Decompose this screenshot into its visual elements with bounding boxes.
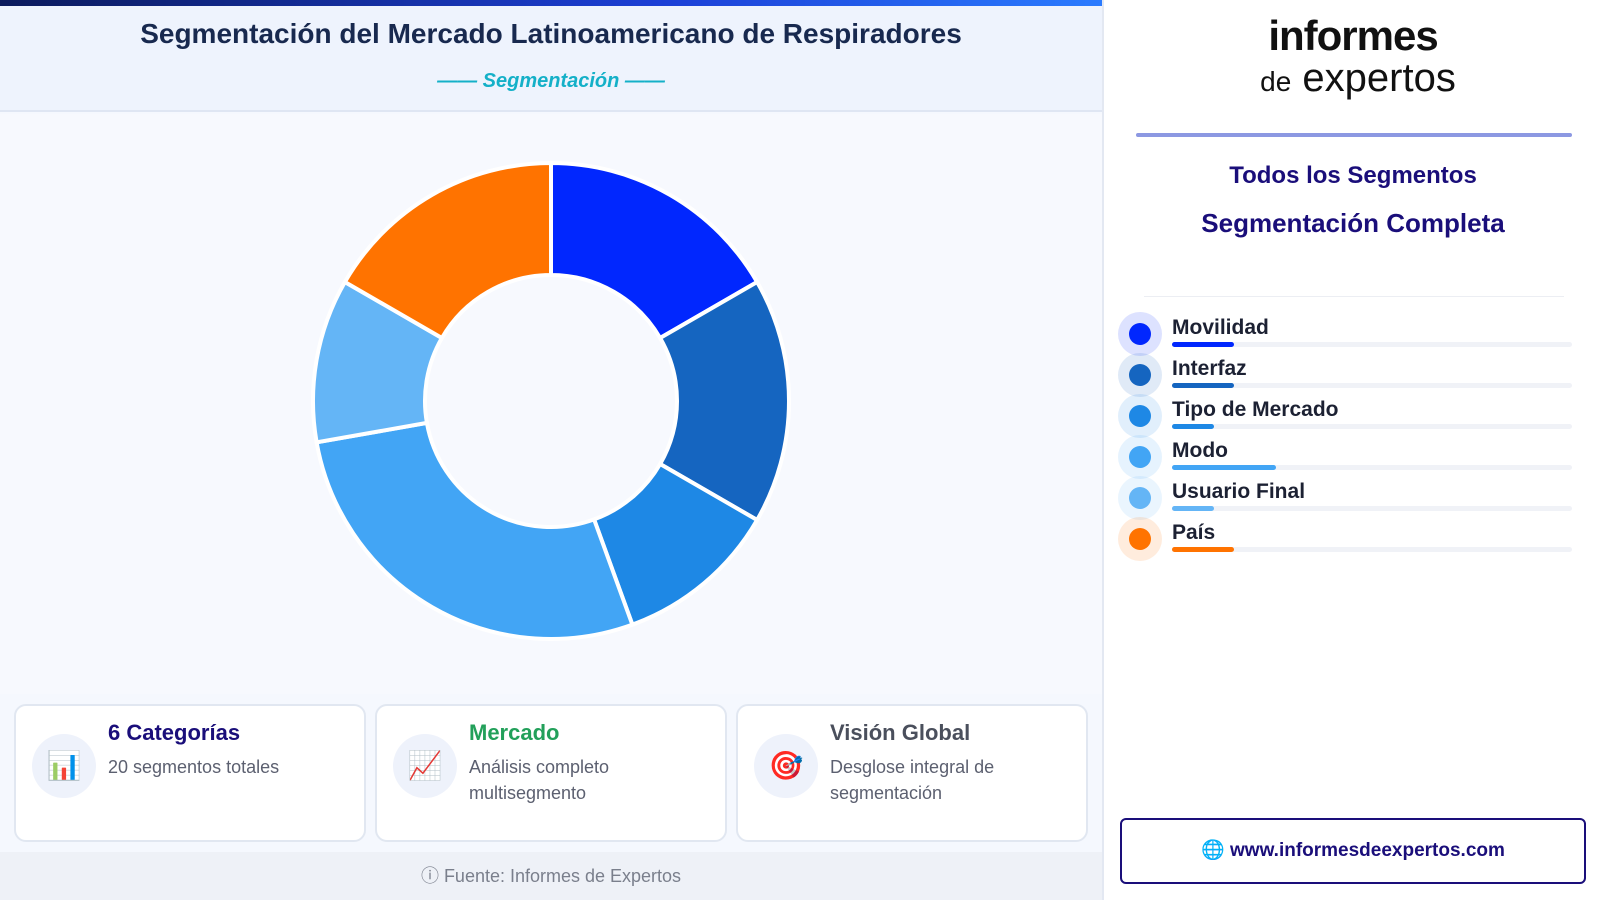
- donut-slice-movilidad[interactable]: [549, 160, 760, 341]
- card-market: 📈 Mercado Análisis completo multisegment…: [375, 704, 727, 842]
- donut-chart: [311, 160, 791, 641]
- page-title: Segmentación del Mercado Latinoamericano…: [140, 18, 962, 49]
- main-panel: Segmentación del Mercado Latinoamericano…: [0, 0, 1102, 900]
- divider: [1136, 133, 1572, 137]
- legend-item[interactable]: Modo: [1118, 435, 1588, 479]
- card-title: 6 Categorías: [108, 720, 241, 745]
- page-subtitle: —— Segmentación ——: [437, 70, 665, 92]
- legend-marker: [1118, 435, 1162, 479]
- card-text: 20 segmentos totales: [108, 757, 280, 777]
- legend-item[interactable]: Movilidad: [1118, 312, 1588, 356]
- legend-label: Interfaz: [1172, 357, 1247, 380]
- website-link[interactable]: 🌐 www.informesdeexpertos.com: [1120, 818, 1586, 884]
- legend-bar-track: [1172, 547, 1572, 552]
- bar-chart-icon: 📊: [32, 734, 96, 798]
- header: Segmentación del Mercado Latinoamericano…: [0, 6, 1102, 112]
- card-title: Visión Global: [830, 720, 971, 745]
- legend-bar-track: [1172, 424, 1572, 429]
- legend-bar-track: [1172, 465, 1572, 470]
- logo-de: de: [1260, 66, 1292, 97]
- line-chart-icon: 📈: [393, 734, 457, 798]
- legend-marker: [1118, 353, 1162, 397]
- source-footer: ⓘ Fuente: Informes de Expertos: [0, 852, 1102, 900]
- legend-label: Modo: [1172, 439, 1228, 462]
- summary-cards: 📊 6 Categorías 20 segmentos totales 📈 Me…: [14, 704, 1090, 844]
- legend-bar-track: [1172, 506, 1572, 511]
- card-title: Mercado: [469, 720, 560, 745]
- legend-bar-track: [1172, 383, 1572, 388]
- legend-item[interactable]: Tipo de Mercado: [1118, 394, 1588, 438]
- legend-bar-fill: [1172, 506, 1214, 511]
- legend-bar-track: [1172, 342, 1572, 347]
- card-global-vision: 🎯 Visión Global Desglose integral de seg…: [736, 704, 1088, 842]
- top-accent-bar: [0, 0, 1102, 6]
- legend-bar-fill: [1172, 465, 1276, 470]
- legend-label: Usuario Final: [1172, 480, 1306, 503]
- legend-dot: [1129, 364, 1151, 386]
- legend-dot: [1129, 405, 1151, 427]
- sidebar-subheading: Segmentación Completa: [1201, 208, 1505, 238]
- divider-thin: [1144, 296, 1564, 297]
- card-categories: 📊 6 Categorías 20 segmentos totales: [14, 704, 366, 842]
- legend-marker: [1118, 394, 1162, 438]
- legend-bar-fill: [1172, 424, 1214, 429]
- legend-label: Movilidad: [1172, 316, 1269, 339]
- legend-dot: [1129, 528, 1151, 550]
- brand-logo: informes de expertos: [1104, 14, 1600, 102]
- legend-item[interactable]: Usuario Final: [1118, 476, 1588, 520]
- legend-label: País: [1172, 521, 1216, 544]
- legend-dot: [1129, 487, 1151, 509]
- logo-line-2: de expertos: [1114, 58, 1600, 102]
- legend-item[interactable]: País: [1118, 517, 1588, 561]
- legend-marker: [1118, 517, 1162, 561]
- legend-dot: [1129, 446, 1151, 468]
- logo-line-1: informes: [1268, 12, 1438, 59]
- logo-expertos: expertos: [1302, 56, 1456, 100]
- card-text: Análisis completo multisegmento: [469, 757, 610, 803]
- sidebar: informes de expertos Todos los Segmentos…: [1102, 0, 1600, 900]
- card-text: Desglose integral de segmentación: [830, 757, 995, 803]
- legend-bar-fill: [1172, 342, 1235, 347]
- chart-area: [0, 114, 1102, 694]
- legend-dot: [1129, 323, 1151, 345]
- legend-marker: [1118, 312, 1162, 356]
- legend-label: Tipo de Mercado: [1172, 398, 1339, 421]
- sidebar-heading: Todos los Segmentos: [1229, 162, 1477, 189]
- target-icon: 🎯: [754, 734, 818, 798]
- donut-slice-interfaz[interactable]: [657, 279, 791, 523]
- legend-marker: [1118, 476, 1162, 520]
- legend-bar-fill: [1172, 383, 1235, 388]
- legend-item[interactable]: Interfaz: [1118, 353, 1588, 397]
- donut-slice-país[interactable]: [342, 160, 553, 341]
- donut-slice-modo[interactable]: [314, 420, 635, 641]
- legend-bar-fill: [1172, 547, 1235, 552]
